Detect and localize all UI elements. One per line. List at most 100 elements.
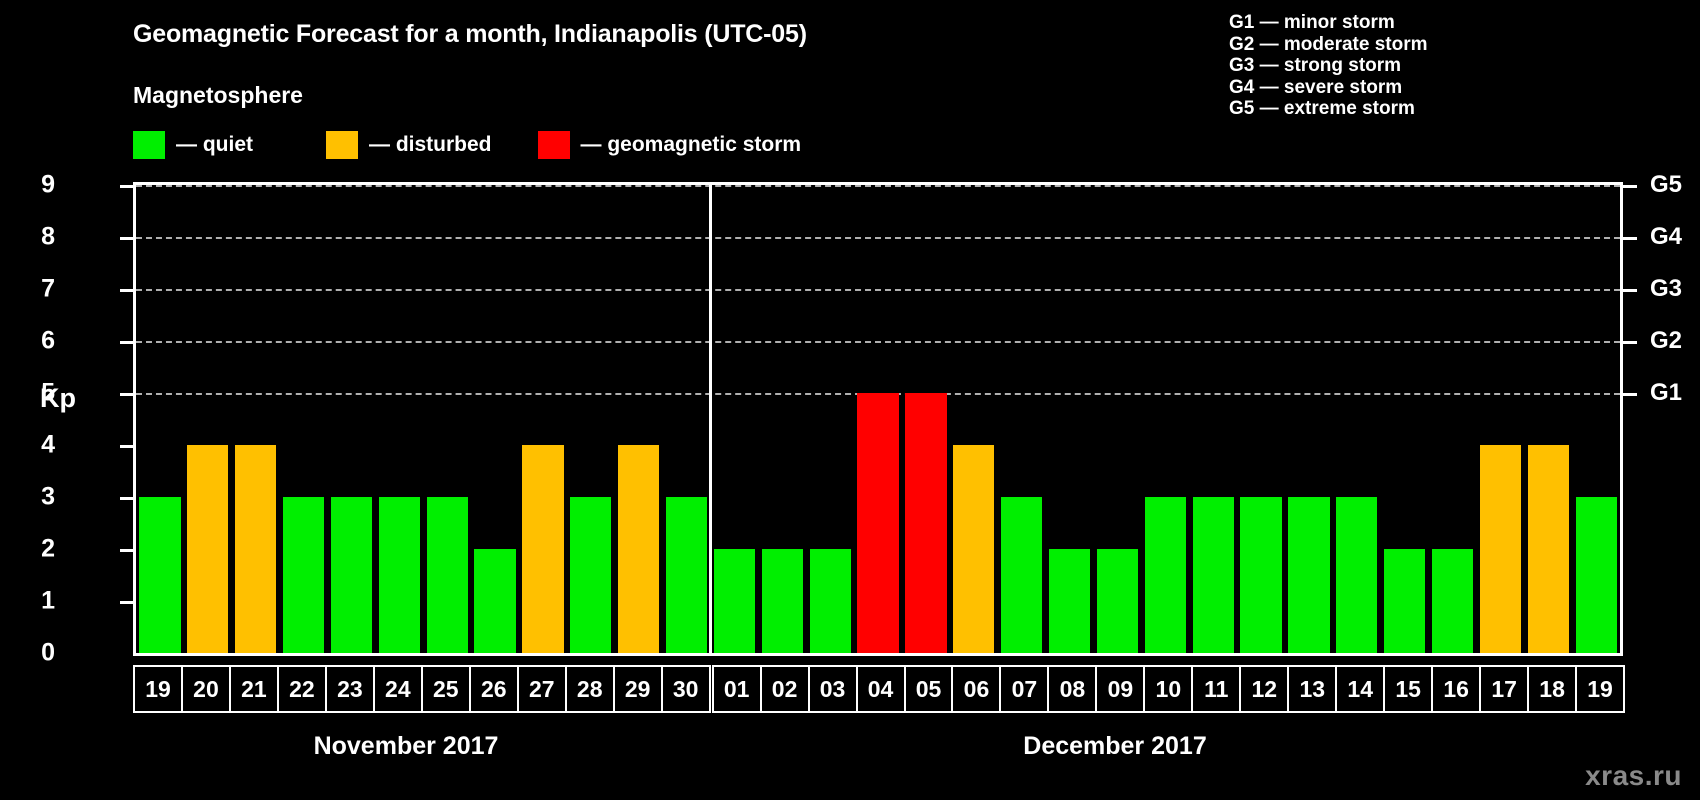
date-cell[interactable]: 07 [999, 665, 1050, 713]
bar-slot[interactable] [902, 185, 950, 653]
bar[interactable] [809, 549, 851, 653]
bar-slot[interactable] [711, 185, 759, 653]
bar-slot[interactable] [663, 185, 711, 653]
bar-slot[interactable] [615, 185, 663, 653]
bar-slot[interactable] [1046, 185, 1094, 653]
date-cell[interactable]: 11 [1191, 665, 1242, 713]
bar-slot[interactable] [1429, 185, 1477, 653]
bar-slot[interactable] [136, 185, 184, 653]
bar-slot[interactable] [567, 185, 615, 653]
g-legend-row-1: G1 — minor storm [1229, 12, 1395, 33]
bar[interactable] [187, 445, 229, 653]
bar-slot[interactable] [184, 185, 232, 653]
bar-slot[interactable] [854, 185, 902, 653]
date-cell[interactable]: 29 [612, 665, 663, 713]
y-tick-mark-4 [120, 445, 133, 448]
bar-slot[interactable] [280, 185, 328, 653]
bar-slot[interactable] [1141, 185, 1189, 653]
g-tick-label-G1: G1 [1650, 379, 1683, 406]
bar[interactable] [1336, 497, 1378, 653]
date-cell[interactable]: 21 [228, 665, 279, 713]
bar[interactable] [1001, 497, 1043, 653]
bar[interactable] [282, 497, 325, 653]
bar-slot[interactable] [758, 185, 806, 653]
bar-slot[interactable] [1285, 185, 1333, 653]
bar[interactable] [139, 497, 181, 653]
date-cell[interactable]: 19 [133, 665, 183, 713]
bar[interactable] [378, 497, 420, 653]
date-cell[interactable]: 30 [660, 665, 711, 713]
bar-slot[interactable] [328, 185, 376, 653]
bar[interactable] [1240, 497, 1282, 653]
bar-slot[interactable] [1094, 185, 1142, 653]
bar-slot[interactable] [1189, 185, 1237, 653]
date-cell[interactable]: 22 [276, 665, 327, 713]
date-cell[interactable]: 08 [1047, 665, 1098, 713]
bar-slot[interactable] [375, 185, 423, 653]
date-cell[interactable]: 13 [1287, 665, 1338, 713]
bar[interactable] [953, 445, 995, 653]
date-cell[interactable]: 02 [759, 665, 810, 713]
orange-swatch [326, 131, 358, 159]
date-cell[interactable]: 28 [564, 665, 615, 713]
date-cell[interactable]: 04 [855, 665, 906, 713]
bar-slot[interactable] [1237, 185, 1285, 653]
date-cell[interactable]: 15 [1383, 665, 1434, 713]
bar-slot[interactable] [998, 185, 1046, 653]
bar[interactable] [1527, 445, 1569, 653]
date-cell[interactable]: 17 [1479, 665, 1530, 713]
date-cell[interactable]: 01 [711, 665, 762, 713]
date-cell[interactable]: 03 [807, 665, 858, 713]
bar[interactable] [1575, 497, 1617, 653]
bar[interactable] [330, 497, 373, 653]
bar-slot[interactable] [1524, 185, 1572, 653]
bar[interactable] [522, 445, 564, 653]
bar-slot[interactable] [1572, 185, 1620, 653]
bar-slot[interactable] [1477, 185, 1525, 653]
bar[interactable] [1288, 497, 1330, 653]
date-cell[interactable]: 06 [951, 665, 1002, 713]
date-cell[interactable]: 10 [1143, 665, 1194, 713]
bar-slot[interactable] [519, 185, 567, 653]
bar[interactable] [1096, 549, 1139, 653]
bar-slot[interactable] [471, 185, 519, 653]
bar-slot[interactable] [806, 185, 854, 653]
date-cell[interactable]: 23 [324, 665, 375, 713]
bar[interactable] [665, 497, 708, 653]
bar-slot[interactable] [423, 185, 471, 653]
bar[interactable] [474, 549, 516, 653]
bar[interactable] [570, 497, 612, 653]
bar[interactable] [1048, 549, 1091, 653]
bar[interactable] [1479, 445, 1522, 653]
date-cell[interactable]: 16 [1431, 665, 1482, 713]
date-cell[interactable]: 18 [1527, 665, 1578, 713]
bar[interactable] [235, 445, 277, 653]
bar[interactable] [905, 393, 947, 653]
bar[interactable] [1192, 497, 1234, 653]
bar[interactable] [713, 549, 756, 653]
bar-slot[interactable] [1381, 185, 1429, 653]
y-tick-label-1: 1 [41, 586, 55, 615]
date-cell[interactable]: 05 [903, 665, 954, 713]
bar-slot[interactable] [232, 185, 280, 653]
bar[interactable] [1384, 549, 1426, 653]
date-cell[interactable]: 09 [1095, 665, 1146, 713]
date-cell[interactable]: 12 [1239, 665, 1290, 713]
watermark: xras.ru [1585, 760, 1682, 791]
bar-slot[interactable] [950, 185, 998, 653]
y-tick-label-6: 6 [41, 326, 55, 355]
bar[interactable] [426, 497, 468, 653]
bar[interactable] [1431, 549, 1474, 653]
date-cell[interactable]: 26 [468, 665, 519, 713]
bar[interactable] [761, 549, 803, 653]
bar[interactable] [618, 445, 660, 653]
bar[interactable] [1144, 497, 1186, 653]
date-cell[interactable]: 24 [372, 665, 423, 713]
date-cell[interactable]: 25 [420, 665, 471, 713]
date-cell[interactable]: 14 [1335, 665, 1386, 713]
date-cell[interactable]: 19 [1575, 665, 1626, 713]
date-cell[interactable]: 27 [516, 665, 567, 713]
bar-slot[interactable] [1333, 185, 1381, 653]
date-cell[interactable]: 20 [180, 665, 231, 713]
bar[interactable] [857, 393, 899, 653]
